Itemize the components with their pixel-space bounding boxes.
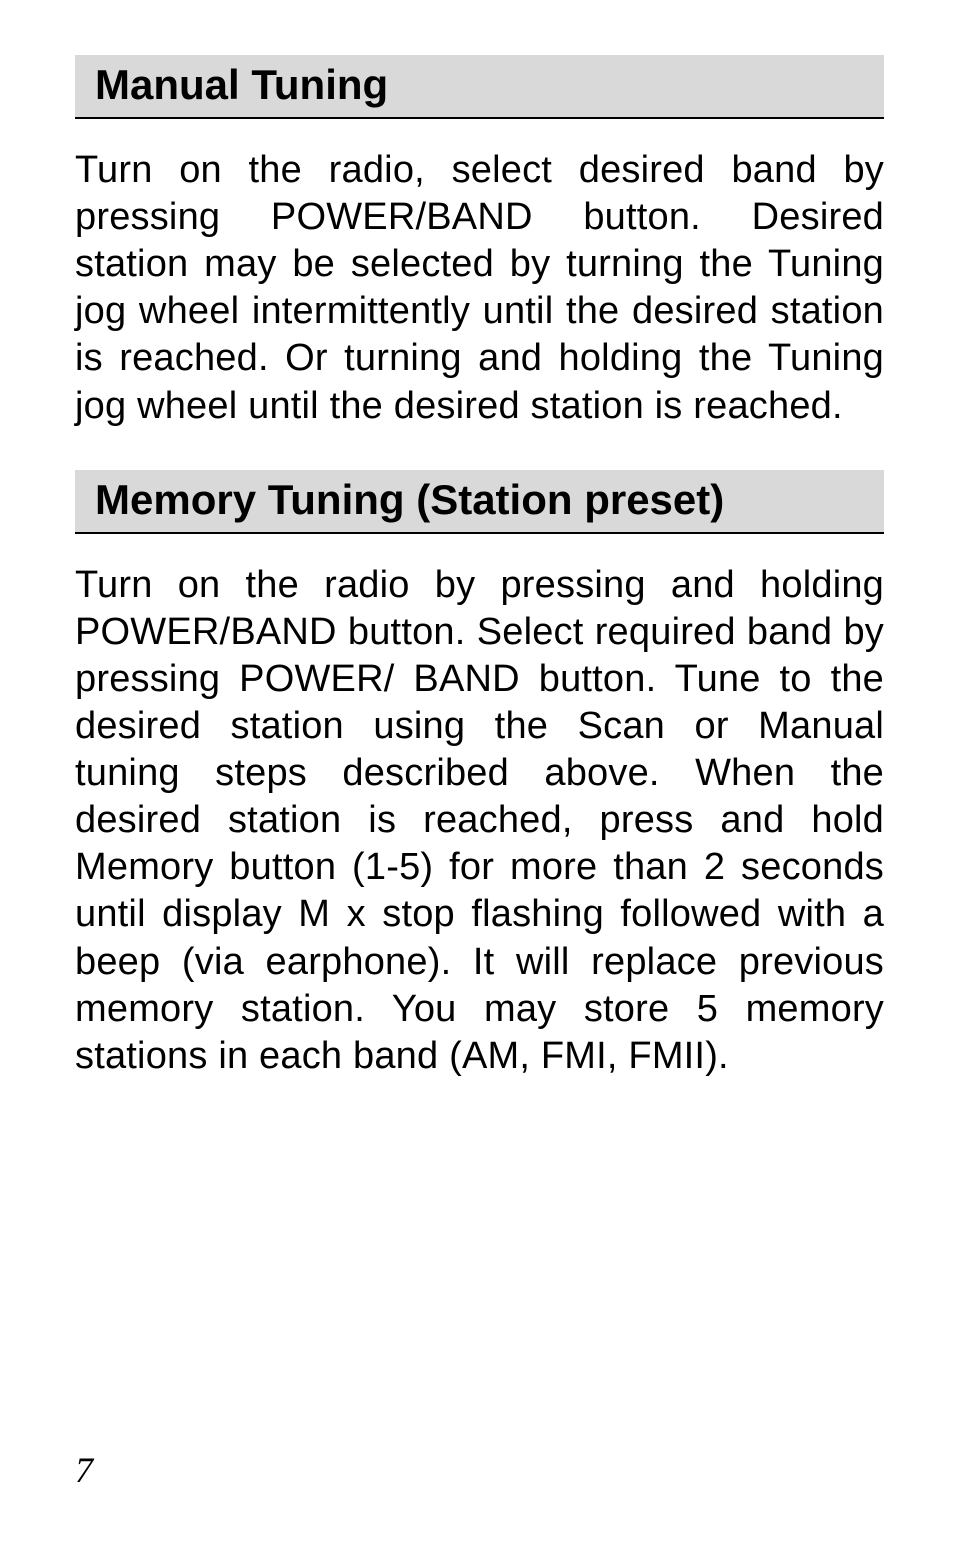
section-body-manual-tuning: Turn on the radio, select desired band b… (75, 147, 884, 430)
section-body-memory-tuning: Turn on the radio by pressing and holdin… (75, 562, 884, 1080)
section-heading-memory-tuning: Memory Tuning (Station preset) (75, 470, 884, 534)
page-content: Manual Tuning Turn on the radio, select … (0, 0, 954, 1080)
section-heading-manual-tuning: Manual Tuning (75, 55, 884, 119)
page-number: 7 (75, 1449, 93, 1491)
